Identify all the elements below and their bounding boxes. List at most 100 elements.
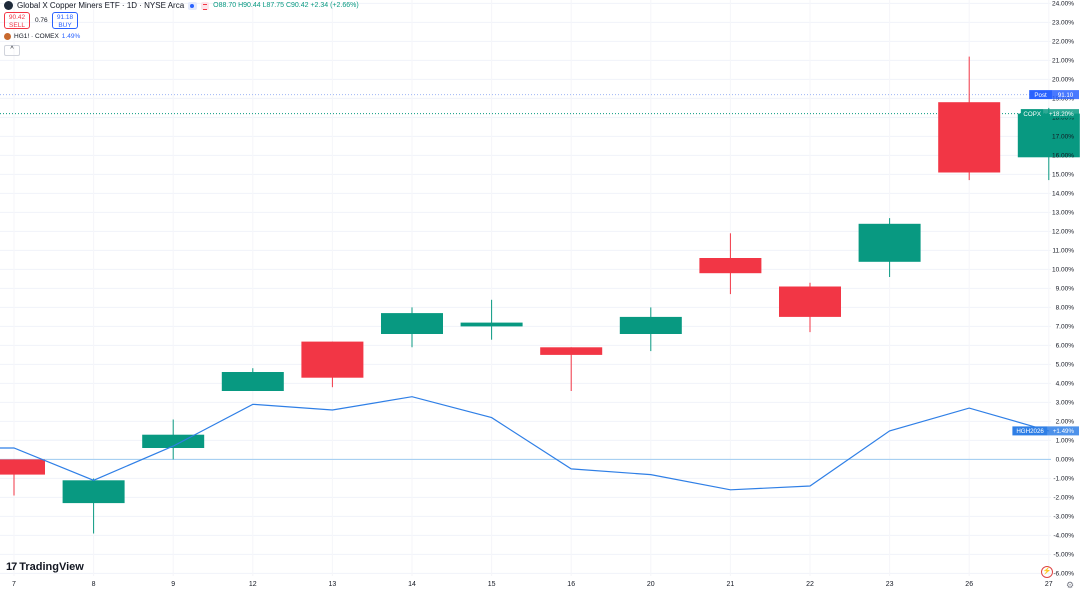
gear-icon[interactable]: ⚙ (1066, 580, 1075, 590)
y-tick-label: 9.00% (1056, 286, 1075, 293)
candle-series (0, 56, 1080, 534)
price-axis: 24.00% 23.00% 22.00% 21.00% 20.00% 19.00% 18.0… (1052, 1, 1074, 578)
x-tick-label: 9 (171, 581, 175, 588)
candle-body (619, 316, 682, 334)
copx-value: +18.20% (1049, 111, 1074, 118)
y-tick-label: 2.00% (1056, 419, 1075, 426)
y-tick-label: -5.00% (1053, 552, 1074, 559)
ohlc-values: O88.70 H90.44 L87.75 C90.42 +2.34 (+2.66… (213, 2, 359, 9)
lightning-icon[interactable]: ⚡ (1041, 566, 1053, 578)
y-tick-label: -1.00% (1053, 476, 1074, 483)
y-tick-label: 24.00% (1052, 1, 1074, 8)
candle-body (1017, 113, 1080, 158)
candle-body (381, 313, 443, 334)
x-tick-label: 16 (567, 581, 575, 588)
hg-value-badge (1047, 426, 1079, 436)
candle-body (301, 341, 364, 378)
compare-line (0, 396, 1049, 491)
x-tick-label: 20 (647, 581, 655, 588)
eye-icon[interactable] (188, 1, 198, 10)
x-tick-label: 23 (886, 581, 894, 588)
x-tick-label: 12 (249, 581, 257, 588)
y-tick-label: 22.00% (1052, 39, 1074, 46)
y-tick-label: -2.00% (1053, 495, 1074, 502)
post-value-badge (1052, 90, 1079, 100)
time-axis: 7 8 9 12 13 14 15 16 20 21 22 23 26 27 (12, 581, 1053, 588)
x-tick-label: 21 (727, 581, 735, 588)
axis-badges: Post 91.10 COPX +18.20% HGH2026 +1.49% (1012, 90, 1079, 436)
x-tick-label: 13 (329, 581, 337, 588)
x-tick-label: 8 (92, 581, 96, 588)
spread-value: 0.76 (35, 17, 48, 24)
candle-body (779, 286, 841, 317)
candle-body (540, 347, 603, 355)
y-tick-label: 4.00% (1056, 381, 1075, 388)
y-tick-label: 20.00% (1052, 77, 1074, 84)
sell-price: 90.42 (8, 14, 26, 21)
compare-series (0, 396, 1049, 491)
post-badge (1029, 90, 1052, 100)
y-tick-label: -6.00% (1053, 571, 1074, 578)
copx-label: COPX (1023, 111, 1041, 118)
y-tick-label: 21.00% (1052, 58, 1074, 65)
x-tick-label: 15 (488, 581, 496, 588)
y-tick-label: 1.00% (1056, 438, 1075, 445)
brand-name: TradingView (19, 561, 84, 573)
compare-legend[interactable]: HG1! · COMEX 1.49% (4, 33, 80, 40)
candle-body (221, 372, 284, 391)
copx-badge (1020, 109, 1044, 119)
y-tick-label: 18.00% (1052, 115, 1074, 122)
post-label: Post (1034, 92, 1047, 99)
y-tick-label: 5.00% (1056, 362, 1075, 369)
y-tick-label: -3.00% (1053, 514, 1074, 521)
indicator-lines-icon[interactable] (201, 1, 210, 10)
y-tick-label: 23.00% (1052, 20, 1074, 27)
y-tick-label: 3.00% (1056, 400, 1075, 407)
y-tick-label: 17.00% (1052, 134, 1074, 141)
sell-button[interactable]: 90.42 SELL (4, 12, 30, 29)
candle-body (62, 480, 125, 504)
chart-header: Global X Copper Miners ETF · 1D · NYSE A… (4, 1, 359, 10)
y-tick-label: 12.00% (1052, 229, 1074, 236)
y-tick-label: 15.00% (1052, 172, 1074, 179)
x-tick-label: 22 (806, 581, 814, 588)
y-tick-label: -4.00% (1053, 533, 1074, 540)
symbol-logo-icon (4, 1, 13, 10)
buy-label: BUY (58, 22, 72, 29)
candle-body (858, 223, 921, 262)
y-tick-label: 6.00% (1056, 343, 1075, 350)
candle-body (0, 459, 45, 475)
candle-body (938, 102, 1001, 173)
collapse-legend-button[interactable]: ^ (4, 45, 20, 56)
y-tick-label: 0.00% (1056, 457, 1075, 464)
x-tick-label: 7 (12, 581, 16, 588)
chart-grid (0, 2, 1051, 574)
y-tick-label: 14.00% (1052, 191, 1074, 198)
x-tick-label: 27 (1045, 581, 1053, 588)
compare-label: HG1! · COMEX (14, 33, 59, 40)
y-tick-label: 16.00% (1052, 153, 1074, 160)
candle-body (460, 322, 523, 327)
hg-value: +1.49% (1053, 428, 1075, 435)
compare-value: 1.49% (61, 33, 81, 40)
compare-symbol-icon (4, 33, 11, 40)
x-tick-label: 14 (408, 581, 416, 588)
y-tick-label: 7.00% (1056, 324, 1075, 331)
hg-label: HGH2026 (1016, 428, 1044, 435)
reference-lines (0, 94, 1051, 460)
x-tick-label: 26 (965, 581, 973, 588)
copx-value-badge (1043, 109, 1079, 119)
tradingview-logo[interactable]: 17 TradingView (6, 561, 84, 573)
y-tick-label: 10.00% (1052, 267, 1074, 274)
y-tick-label: 13.00% (1052, 210, 1074, 217)
hg-badge (1012, 426, 1048, 436)
buy-price: 91.18 (56, 14, 74, 21)
y-tick-label: 11.00% (1052, 248, 1074, 255)
buy-button[interactable]: 91.18 BUY (52, 12, 78, 29)
tradingview-mark-icon: 17 (6, 561, 17, 573)
symbol-title[interactable]: Global X Copper Miners ETF · 1D · NYSE A… (17, 1, 185, 10)
candle-body (699, 258, 762, 274)
post-value: 91.10 (1058, 92, 1074, 99)
sell-label: SELL (9, 22, 25, 29)
